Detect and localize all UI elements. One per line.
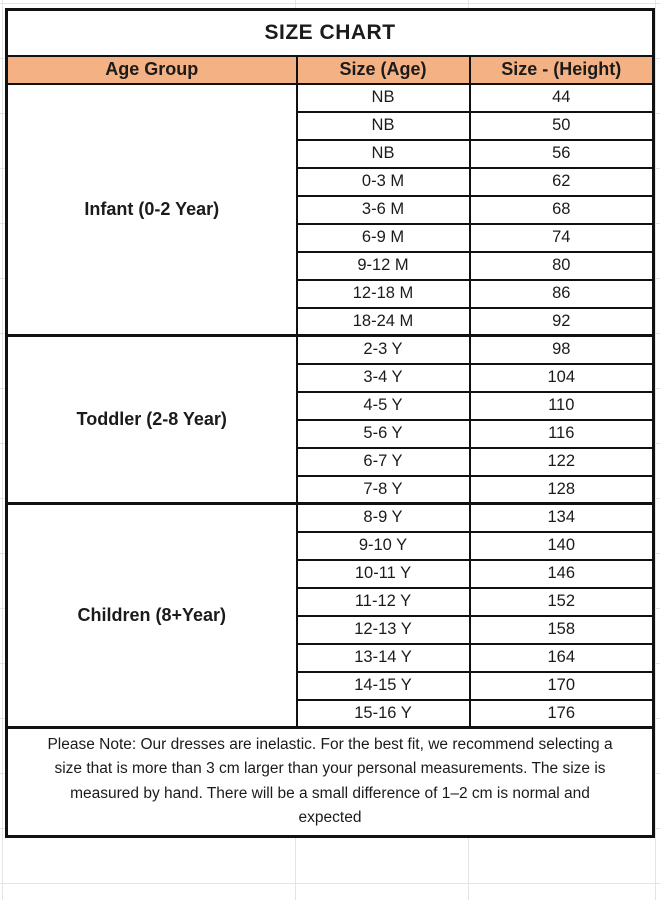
col-header-size-height: Size - (Height) [468,54,655,85]
table-row: 0-3 M 62 [7,166,655,197]
size-age-cell: 12-18 M [295,278,471,309]
table-row: 5-6 Y 116 [7,418,655,449]
table-row: NB 50 [7,110,655,141]
table-row: 13-14 Y 164 [7,642,655,673]
table-title: SIZE CHART [5,8,655,57]
table-row: 4-5 Y 110 [7,390,655,421]
table-row: 6-9 M 74 [7,222,655,253]
size-height-cell: 158 [468,614,655,645]
size-age-cell: 9-10 Y [295,530,471,561]
size-age-cell: NB [295,82,471,113]
size-height-cell: 80 [468,250,655,281]
table-row: 18-24 M 92 [7,306,655,337]
table-row: NB 56 [7,138,655,169]
table-row: Children (8+Year) 8-9 Y 134 [5,502,655,729]
size-height-cell: 98 [468,334,655,365]
size-age-cell: 3-6 M [295,194,471,225]
size-chart-table: SIZE CHART Age Group Size (Age) Size - (… [5,8,656,838]
size-height-cell: 56 [468,138,655,169]
size-height-cell: 152 [468,586,655,617]
size-height-cell: 176 [468,698,655,729]
table-row: 14-15 Y 170 [7,670,655,701]
age-group-label: Children (8+Year) [5,502,298,729]
size-age-cell: 14-15 Y [295,670,471,701]
col-header-age-group: Age Group [5,54,298,85]
size-age-cell: 15-16 Y [295,698,471,729]
size-height-cell: 92 [468,306,655,337]
table-row: 11-12 Y 152 [7,586,655,617]
size-height-cell: 164 [468,642,655,673]
size-height-cell: 122 [468,446,655,477]
size-height-cell: 104 [468,362,655,393]
title-row: SIZE CHART [5,8,655,57]
age-group-label: Infant (0-2 Year) [5,82,298,337]
size-age-cell: 5-6 Y [295,418,471,449]
size-age-cell: 2-3 Y [295,334,471,365]
table-row: 7-8 Y 128 [7,474,655,505]
table-row: 15-16 Y 176 [7,698,655,729]
size-age-cell: 0-3 M [295,166,471,197]
size-height-cell: 170 [468,670,655,701]
size-age-cell: 13-14 Y [295,642,471,673]
size-age-cell: NB [295,138,471,169]
size-age-cell: 6-7 Y [295,446,471,477]
size-age-cell: 11-12 Y [295,586,471,617]
size-height-cell: 68 [468,194,655,225]
table-row: 9-10 Y 140 [7,530,655,561]
table-body: Infant (0-2 Year) NB 44 NB 50 NB 56 0-3 M 62 3-6 … [5,82,655,729]
table-row: Toddler (2-8 Year) 2-3 Y 98 [5,334,655,505]
table-row: 3-4 Y 104 [7,362,655,393]
size-age-cell: 6-9 M [295,222,471,253]
size-age-cell: NB [295,110,471,141]
size-height-cell: 74 [468,222,655,253]
table-row: Infant (0-2 Year) NB 44 [5,82,655,337]
table-row: 6-7 Y 122 [7,446,655,477]
size-height-cell: 140 [468,530,655,561]
size-age-cell: 3-4 Y [295,362,471,393]
size-age-cell: 4-5 Y [295,390,471,421]
size-age-cell: 12-13 Y [295,614,471,645]
table-row: 12-18 M 86 [7,278,655,309]
size-height-cell: 50 [468,110,655,141]
size-height-cell: 62 [468,166,655,197]
size-age-cell: 8-9 Y [295,502,471,533]
size-age-cell: 7-8 Y [295,474,471,505]
size-age-cell: 9-12 M [295,250,471,281]
size-height-cell: 86 [468,278,655,309]
size-height-cell: 134 [468,502,655,533]
size-height-cell: 128 [468,474,655,505]
size-age-cell: 18-24 M [295,306,471,337]
size-height-cell: 110 [468,390,655,421]
table-row: 9-12 M 80 [7,250,655,281]
note-text: Please Note: Our dresses are inelastic. … [5,726,655,838]
table-row: 3-6 M 68 [7,194,655,225]
age-group-label: Toddler (2-8 Year) [5,334,298,505]
size-height-cell: 116 [468,418,655,449]
size-height-cell: 146 [468,558,655,589]
size-height-cell: 44 [468,82,655,113]
col-header-size-age: Size (Age) [295,54,471,85]
table-row: 10-11 Y 146 [7,558,655,589]
size-age-cell: 10-11 Y [295,558,471,589]
note-row: Please Note: Our dresses are inelastic. … [5,726,655,838]
column-header-row: Age Group Size (Age) Size - (Height) [5,54,655,85]
table-row: 12-13 Y 158 [7,614,655,645]
